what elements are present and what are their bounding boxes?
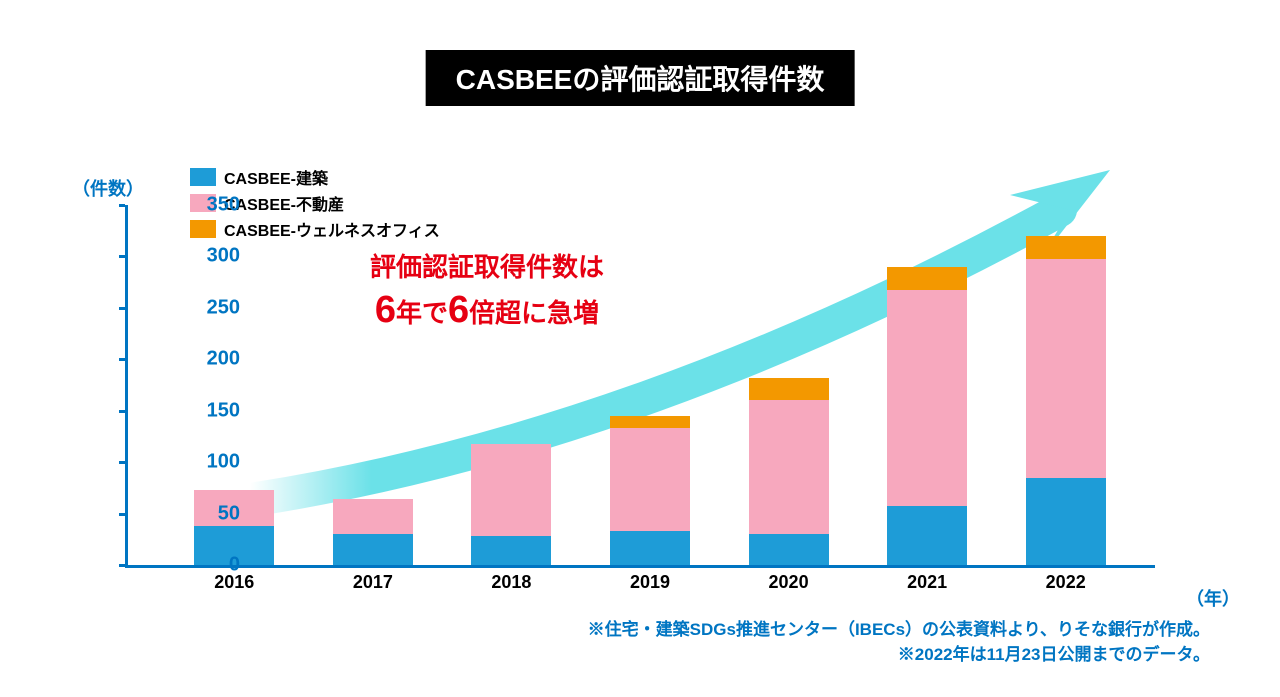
x-tick-label: 2018	[461, 572, 561, 593]
y-axis-line	[125, 205, 128, 565]
x-tick-label: 2022	[1016, 572, 1116, 593]
bar-segment-realestate	[749, 400, 829, 534]
chart-title: CASBEEの評価認証取得件数	[426, 50, 855, 106]
y-tick-mark	[119, 513, 125, 516]
x-tick-label: 2020	[739, 572, 839, 593]
x-axis-line	[125, 565, 1155, 568]
x-tick-label: 2017	[323, 572, 423, 593]
legend-swatch	[190, 168, 216, 186]
y-tick-label: 350	[207, 194, 240, 217]
y-tick-label: 50	[218, 502, 240, 525]
y-tick-mark	[119, 564, 125, 567]
bar-segment-realestate	[333, 499, 413, 534]
bar-segment-realestate	[610, 428, 690, 531]
y-tick-label: 300	[207, 245, 240, 268]
x-tick-label: 2016	[184, 572, 284, 593]
bar-segment-wellness	[887, 267, 967, 291]
bar-segment-realestate	[471, 444, 551, 537]
x-tick-label: 2019	[600, 572, 700, 593]
bar-segment-construction	[610, 531, 690, 565]
y-tick-mark	[119, 255, 125, 258]
bar-segment-realestate	[887, 290, 967, 506]
legend-label: CASBEE-建築	[224, 165, 328, 189]
bar-segment-construction	[749, 534, 829, 565]
y-tick-label: 200	[207, 348, 240, 371]
x-tick-label: 2021	[877, 572, 977, 593]
x-axis-title: （年）	[1186, 585, 1240, 611]
bar-segment-wellness	[610, 416, 690, 428]
y-tick-mark	[119, 307, 125, 310]
bar-segment-wellness	[1026, 236, 1106, 259]
bar-segment-construction	[471, 536, 551, 565]
y-tick-label: 100	[207, 451, 240, 474]
bar	[333, 499, 413, 565]
y-tick-mark	[119, 461, 125, 464]
legend-item: CASBEE-建築	[190, 165, 440, 189]
bar-segment-construction	[333, 534, 413, 565]
bar	[471, 444, 551, 565]
bar-segment-construction	[887, 506, 967, 565]
bar-segment-construction	[1026, 478, 1106, 565]
chart-area	[125, 205, 1155, 565]
bar-segment-realestate	[1026, 259, 1106, 478]
y-tick-mark	[119, 358, 125, 361]
bar	[1026, 236, 1106, 565]
bar-segment-wellness	[749, 378, 829, 401]
y-tick-mark	[119, 410, 125, 413]
footnote-1: ※住宅・建築SDGs推進センター（IBECs）の公表資料より、りそな銀行が作成。	[588, 615, 1210, 640]
y-tick-label: 150	[207, 399, 240, 422]
y-tick-mark	[119, 204, 125, 207]
y-tick-label: 250	[207, 296, 240, 319]
footnote-2: ※2022年は11月23日公開までのデータ。	[898, 640, 1210, 665]
y-axis-title: （件数）	[72, 175, 144, 201]
bar	[887, 267, 967, 565]
bar	[610, 416, 690, 565]
bar	[749, 378, 829, 565]
